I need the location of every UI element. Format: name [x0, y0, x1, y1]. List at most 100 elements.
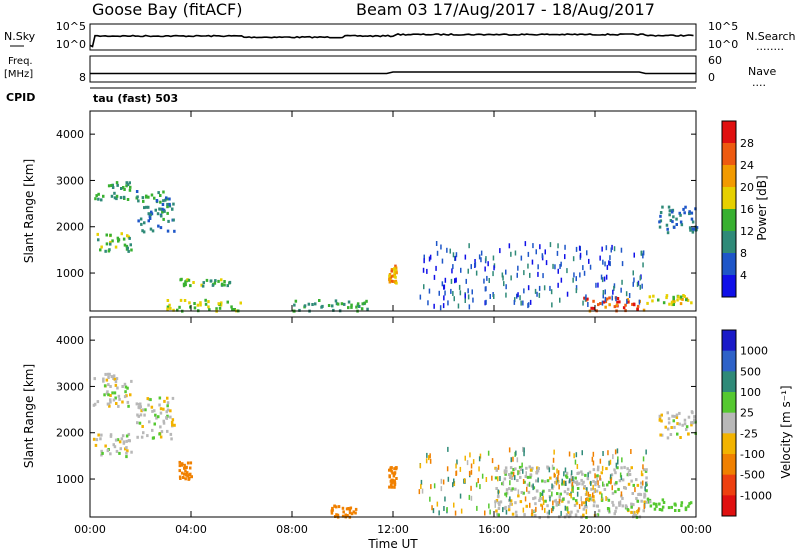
data-cell	[657, 298, 660, 302]
data-cell	[153, 422, 156, 426]
data-cell	[671, 220, 674, 224]
data-cell	[581, 472, 584, 476]
data-cell	[532, 243, 534, 249]
data-cell	[579, 252, 582, 258]
data-cell	[621, 457, 623, 463]
data-cell	[556, 481, 559, 485]
data-cell	[120, 437, 124, 441]
data-cell	[166, 396, 169, 400]
data-cell	[477, 478, 479, 484]
data-cell	[524, 475, 528, 478]
data-cell	[636, 483, 640, 487]
data-cell	[126, 449, 129, 453]
data-cell	[636, 509, 639, 515]
data-cell	[342, 510, 345, 514]
data-cell	[184, 283, 187, 287]
data-cell	[128, 188, 132, 192]
data-cell	[147, 219, 150, 223]
data-cell	[518, 465, 522, 469]
data-cell	[643, 504, 645, 510]
data-cell	[478, 466, 480, 472]
data-cell	[670, 300, 674, 304]
data-cell	[100, 449, 103, 453]
data-cell	[687, 415, 691, 419]
data-cell	[428, 288, 431, 294]
data-cell	[640, 250, 642, 256]
data-cell	[679, 297, 682, 301]
data-cell	[217, 279, 220, 283]
data-cell	[642, 262, 644, 268]
data-cell	[478, 254, 481, 260]
data-cell	[558, 484, 560, 490]
data-cell	[106, 390, 109, 394]
data-cell	[112, 443, 115, 447]
data-cell	[138, 421, 142, 425]
data-cell	[636, 499, 640, 503]
data-cell	[220, 282, 224, 286]
data-cell	[556, 501, 560, 504]
data-cell	[161, 210, 164, 214]
data-cell	[348, 511, 352, 515]
data-cell	[121, 400, 124, 404]
data-cell	[561, 499, 564, 503]
data-cell	[189, 284, 192, 288]
data-cell	[605, 297, 609, 301]
data-cell	[109, 233, 112, 237]
data-cell	[107, 383, 110, 387]
data-cell	[493, 294, 495, 299]
data-cell	[626, 467, 629, 471]
data-cell	[519, 500, 523, 504]
data-cell	[601, 300, 604, 306]
data-cell	[611, 295, 613, 301]
data-cell	[592, 498, 595, 502]
data-cell	[567, 511, 570, 515]
data-cell	[451, 268, 453, 274]
data-cell	[627, 471, 630, 477]
data-cell	[520, 300, 522, 306]
data-cell	[561, 482, 564, 486]
data-cell	[679, 436, 682, 439]
data-cell	[605, 497, 609, 501]
data-cell	[109, 433, 113, 437]
data-cell	[162, 421, 166, 425]
data-cell	[610, 473, 614, 477]
data-cell	[694, 207, 697, 211]
data-cell	[354, 511, 357, 515]
data-cell	[166, 401, 170, 405]
data-cell	[167, 219, 170, 223]
data-cell	[510, 477, 514, 480]
data-cell	[337, 505, 341, 509]
data-cell	[149, 213, 152, 217]
data-cell	[527, 490, 531, 494]
data-cell	[182, 282, 186, 286]
data-cell	[693, 418, 696, 422]
data-cell	[572, 487, 574, 493]
data-cell	[572, 476, 574, 482]
data-cell	[193, 306, 197, 310]
data-cell	[450, 288, 452, 294]
data-cell	[393, 471, 397, 475]
data-cell	[188, 301, 191, 305]
data-cell	[209, 279, 213, 283]
data-cell	[160, 214, 163, 218]
data-cell	[156, 212, 160, 216]
data-cell	[439, 305, 442, 311]
data-cell	[590, 487, 593, 491]
data-cell	[179, 298, 183, 302]
data-cell	[185, 465, 188, 469]
colorbar-swatch	[722, 392, 736, 414]
data-cell	[560, 261, 562, 267]
data-cell	[575, 276, 577, 282]
data-cell	[105, 233, 108, 237]
data-cell	[597, 282, 599, 288]
data-cell	[624, 504, 628, 508]
data-cell	[349, 506, 353, 510]
data-cell	[526, 475, 530, 479]
data-cell	[220, 301, 223, 305]
data-cell	[298, 308, 301, 312]
data-cell	[533, 496, 537, 500]
data-cell	[537, 264, 539, 270]
data-cell	[95, 438, 99, 442]
colorbar-tick-label: 12	[740, 225, 754, 238]
beam-date-title: Beam 03 17/Aug/2017 - 18/Aug/2017	[356, 0, 655, 19]
